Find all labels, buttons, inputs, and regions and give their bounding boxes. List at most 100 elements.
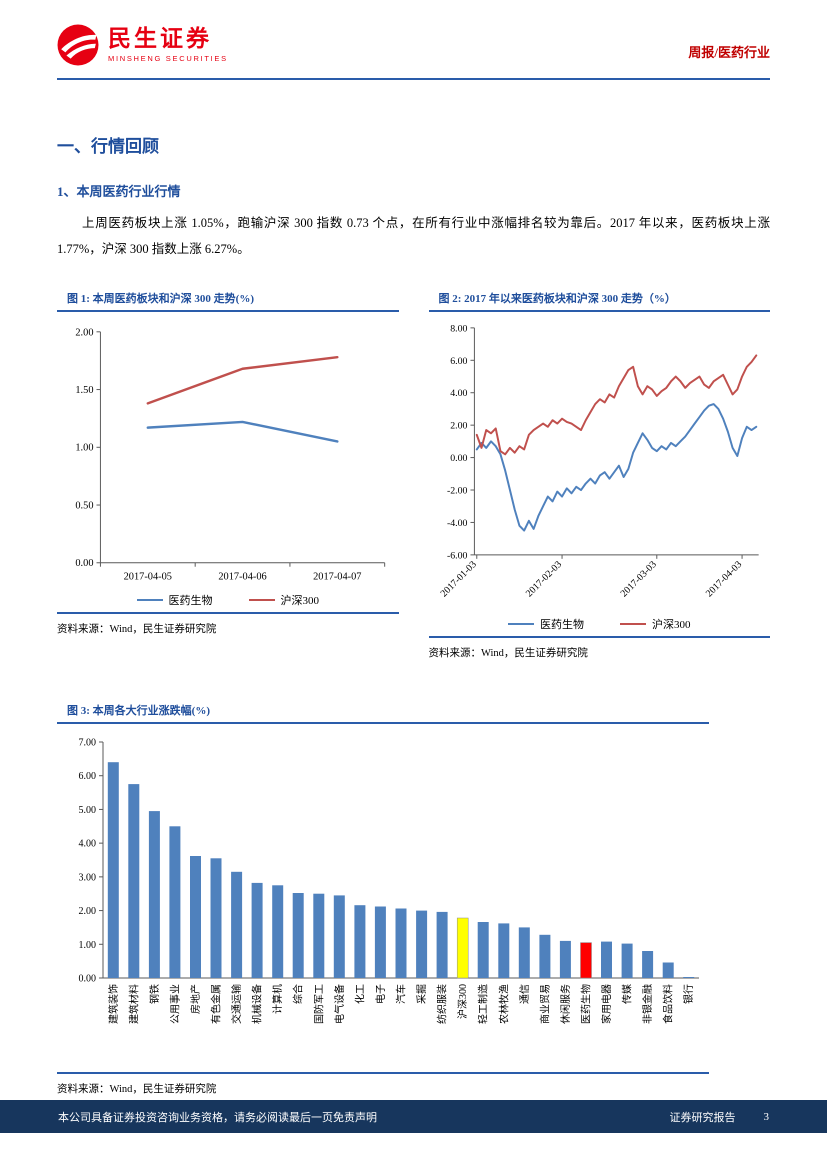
svg-text:国防军工: 国防军工 bbox=[312, 984, 325, 1024]
svg-text:采掘: 采掘 bbox=[415, 984, 428, 1004]
svg-text:公用事业: 公用事业 bbox=[168, 984, 181, 1024]
svg-text:钢铁: 钢铁 bbox=[148, 984, 161, 1004]
svg-text:8.00: 8.00 bbox=[450, 323, 467, 334]
subsection-title: 1、本周医药行业行情 bbox=[57, 184, 181, 199]
figure-1-title: 图 1: 本周医药板块和沪深 300 走势(%) bbox=[57, 288, 399, 312]
figure-1-legend: 医药生物 沪深300 bbox=[57, 592, 399, 608]
svg-text:机械设备: 机械设备 bbox=[251, 984, 264, 1024]
svg-text:2.00: 2.00 bbox=[450, 421, 467, 432]
footer-right: 证券研究报告 3 bbox=[670, 1109, 770, 1125]
svg-text:计算机: 计算机 bbox=[271, 984, 284, 1014]
svg-text:通信: 通信 bbox=[519, 984, 531, 1004]
svg-text:4.00: 4.00 bbox=[450, 388, 467, 399]
page-footer: 本公司具备证券投资咨询业务资格，请务必阅读最后一页免责声明 证券研究报告 3 bbox=[0, 1100, 827, 1133]
brand-text: 民生证券 MINSHENG SECURITIES bbox=[108, 25, 228, 64]
minsheng-logo: 民生证券 MINSHENG SECURITIES bbox=[57, 24, 228, 66]
report-body: 一、行情回顾 1、本周医药行业行情 上周医药板块上涨 1.05%，跑输沪深 30… bbox=[0, 132, 827, 1096]
brand-name-en: MINSHENG SECURITIES bbox=[108, 54, 228, 64]
svg-text:休闲服务: 休闲服务 bbox=[559, 984, 572, 1024]
svg-text:电气设备: 电气设备 bbox=[333, 984, 346, 1024]
svg-text:2.00: 2.00 bbox=[79, 906, 97, 917]
section-title: 一、行情回顾 bbox=[57, 137, 159, 156]
legend-item: 沪深300 bbox=[248, 592, 320, 608]
figure-2-source: 资料来源：Wind，民生证券研究院 bbox=[428, 648, 588, 660]
svg-text:0.00: 0.00 bbox=[450, 453, 467, 464]
legend-item: 沪深300 bbox=[620, 616, 691, 632]
legend-item: 医药生物 bbox=[136, 592, 213, 608]
svg-text:1.00: 1.00 bbox=[75, 443, 93, 454]
figure-3-source: 资料来源：Wind，民生证券研究院 bbox=[57, 1084, 217, 1096]
svg-text:建筑材料: 建筑材料 bbox=[127, 984, 140, 1024]
legend-swatch bbox=[508, 623, 534, 626]
svg-text:-2.00: -2.00 bbox=[446, 485, 467, 496]
svg-text:2017-02-03: 2017-02-03 bbox=[523, 559, 563, 599]
body-paragraph: 上周医药板块上涨 1.05%，跑输沪深 300 指数 0.73 个点，在所有行业… bbox=[57, 216, 770, 256]
legend-swatch bbox=[248, 599, 275, 602]
figure-3-chart: 0.00 1.00 2.00 3.00 4.00 5.00 6.00 7.00 建筑装饰 建筑材料… bbox=[79, 738, 699, 1024]
figure-3: 图 3: 本周各大行业涨跌幅(%) 0.00 1.00 2.00 3.00 4.00 5.… bbox=[57, 700, 709, 1096]
figure-2-legend: 医药生物 沪深300 bbox=[429, 616, 771, 632]
legend-swatch bbox=[620, 623, 646, 626]
figure-2: 图 2: 2017 年以来医药板块和沪深 300 走势（%） -6.00 -4.0… bbox=[428, 288, 771, 660]
svg-text:房地产: 房地产 bbox=[189, 984, 202, 1014]
svg-text:轻工制造: 轻工制造 bbox=[477, 984, 490, 1024]
legend-label: 沪深300 bbox=[652, 619, 691, 632]
svg-text:6.00: 6.00 bbox=[450, 356, 467, 367]
svg-text:电子: 电子 bbox=[374, 984, 387, 1004]
footer-report-type: 证券研究报告 bbox=[669, 1111, 736, 1124]
svg-text:综合: 综合 bbox=[292, 984, 305, 1004]
svg-text:纺织服装: 纺织服装 bbox=[436, 984, 449, 1024]
svg-text:沪深300: 沪深300 bbox=[456, 984, 469, 1019]
svg-text:2017-04-03: 2017-04-03 bbox=[703, 559, 743, 599]
svg-text:商业贸易: 商业贸易 bbox=[538, 984, 551, 1024]
svg-text:2.00: 2.00 bbox=[75, 327, 93, 338]
svg-text:0.00: 0.00 bbox=[79, 974, 97, 985]
svg-text:6.00: 6.00 bbox=[79, 771, 97, 782]
svg-text:2017-04-06: 2017-04-06 bbox=[218, 572, 266, 583]
figure-divider bbox=[57, 1072, 709, 1075]
svg-text:传媒: 传媒 bbox=[622, 984, 634, 1004]
svg-text:1.00: 1.00 bbox=[79, 940, 97, 951]
svg-text:食品饮料: 食品饮料 bbox=[662, 984, 675, 1024]
svg-text:0.50: 0.50 bbox=[75, 500, 93, 511]
svg-text:3.00: 3.00 bbox=[79, 872, 97, 883]
figure-3-title: 图 3: 本周各大行业涨跌幅(%) bbox=[57, 700, 709, 725]
svg-text:农林牧渔: 农林牧渔 bbox=[497, 984, 510, 1024]
svg-text:有色金属: 有色金属 bbox=[210, 984, 223, 1024]
legend-label: 医药生物 bbox=[540, 619, 584, 632]
svg-text:银行: 银行 bbox=[682, 984, 695, 1004]
page-header: 民生证券 MINSHENG SECURITIES 周报/医药行业 bbox=[0, 0, 827, 66]
page-number: 3 bbox=[763, 1110, 770, 1123]
report-category-label: 周报/医药行业 bbox=[688, 45, 770, 60]
svg-text:交通运输: 交通运输 bbox=[230, 984, 243, 1024]
svg-text:化工: 化工 bbox=[353, 984, 366, 1004]
figure-1-chart: 0.00 0.50 1.00 1.50 2.00 2017-04-05 2017-04-06… bbox=[75, 327, 386, 583]
figure-divider bbox=[428, 636, 770, 639]
header-divider bbox=[57, 78, 770, 80]
figures-row: 图 1: 本周医药板块和沪深 300 走势(%) 0.00 0.50 1.00 1.5… bbox=[57, 288, 770, 660]
svg-text:2017-03-03: 2017-03-03 bbox=[618, 559, 658, 599]
svg-text:4.00: 4.00 bbox=[79, 839, 97, 850]
figure-2-title: 图 2: 2017 年以来医药板块和沪深 300 走势（%） bbox=[428, 288, 770, 312]
svg-text:-4.00: -4.00 bbox=[446, 518, 467, 529]
svg-text:5.00: 5.00 bbox=[79, 805, 97, 816]
figure-1: 图 1: 本周医药板块和沪深 300 走势(%) 0.00 0.50 1.00 1.5… bbox=[57, 288, 399, 660]
svg-text:-6.00: -6.00 bbox=[446, 550, 467, 561]
svg-text:2017-04-05: 2017-04-05 bbox=[124, 572, 172, 583]
svg-text:2017-04-07: 2017-04-07 bbox=[313, 572, 361, 583]
svg-text:建筑装饰: 建筑装饰 bbox=[107, 984, 120, 1024]
figure-divider bbox=[57, 612, 399, 615]
svg-text:医药生物: 医药生物 bbox=[579, 984, 592, 1024]
brand-name-cn: 民生证券 bbox=[108, 25, 212, 51]
legend-label: 医药生物 bbox=[168, 595, 213, 608]
legend-swatch bbox=[136, 599, 163, 602]
svg-text:0.00: 0.00 bbox=[75, 558, 93, 569]
svg-text:汽车: 汽车 bbox=[395, 984, 408, 1004]
legend-item: 医药生物 bbox=[508, 616, 584, 632]
svg-text:非银金融: 非银金融 bbox=[641, 984, 654, 1024]
footer-disclaimer: 本公司具备证券投资咨询业务资格，请务必阅读最后一页免责声明 bbox=[58, 1111, 377, 1124]
minsheng-logo-icon bbox=[57, 24, 99, 66]
figure-1-source: 资料来源：Wind，民生证券研究院 bbox=[57, 624, 217, 636]
legend-label: 沪深300 bbox=[280, 595, 320, 608]
